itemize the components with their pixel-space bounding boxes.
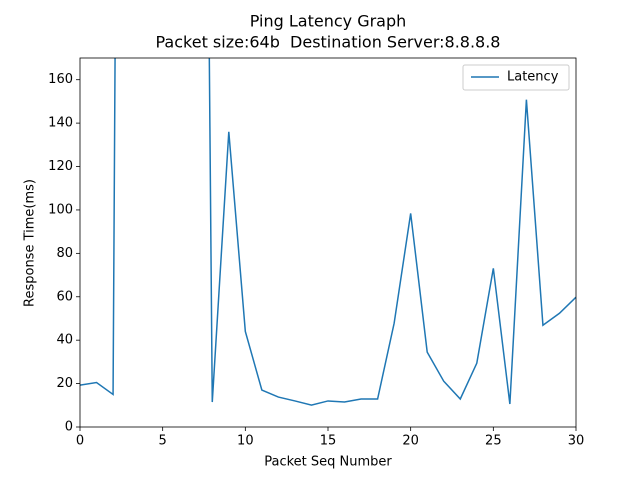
y-tick-label: 0 [65, 420, 73, 435]
x-tick-label: 15 [320, 434, 337, 449]
chart-subtitle: Packet size:64b Destination Server:8.8.8… [156, 33, 501, 52]
y-tick-label: 120 [48, 159, 73, 174]
line-series [80, 58, 576, 406]
legend-label: Latency [507, 70, 559, 85]
y-tick-label: 80 [56, 246, 73, 261]
y-tick-label: 140 [48, 116, 73, 131]
y-axis-label: Response Time(ms) [23, 179, 38, 307]
legend-box [462, 64, 570, 91]
x-axis-label: Packet Seq Number [264, 455, 392, 470]
chart-title: Ping Latency Graph [250, 12, 407, 31]
x-tick-label: 20 [402, 434, 419, 449]
x-tick-label: 30 [568, 434, 585, 449]
y-tick-label: 160 [48, 72, 73, 87]
y-tick-label: 60 [56, 289, 73, 304]
x-tick-label: 5 [159, 434, 167, 449]
y-tick-label: 100 [48, 202, 73, 217]
x-tick-label: 10 [237, 434, 254, 449]
x-tick-label: 0 [76, 434, 84, 449]
plot-frame [79, 57, 577, 428]
y-tick-label: 40 [56, 333, 73, 348]
y-tick-label: 20 [56, 376, 73, 391]
x-tick-label: 25 [485, 434, 502, 449]
